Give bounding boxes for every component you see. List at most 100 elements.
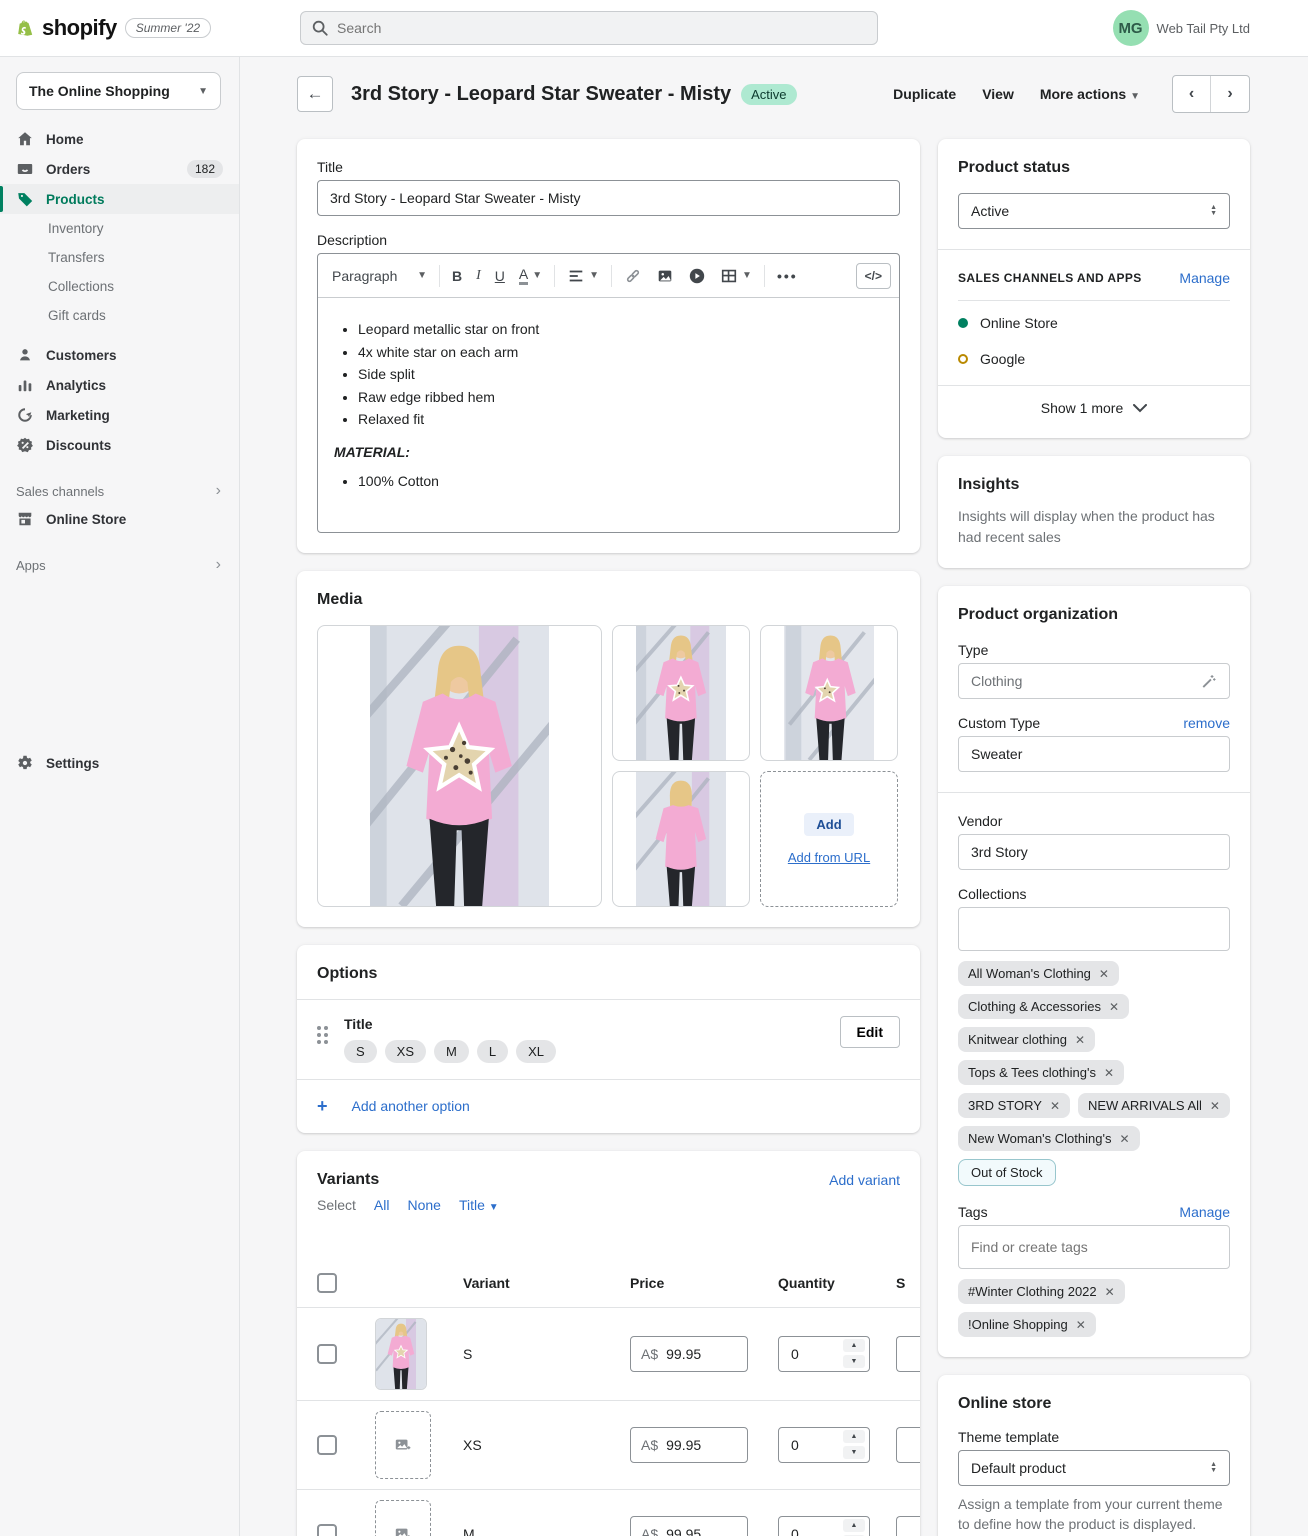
product-photo-main[interactable] (317, 624, 602, 907)
sidebar-item-collections[interactable]: Collections (48, 279, 115, 294)
select-all-checkbox[interactable] (317, 1272, 337, 1293)
insert-video-button[interactable] (688, 267, 706, 285)
more-formatting-button[interactable]: ••• (776, 267, 798, 284)
sales-channels-header[interactable]: Sales channels › (16, 482, 221, 499)
quantity-increase-button[interactable]: ▲ (843, 1519, 865, 1533)
add-variant-link[interactable]: Add variant (829, 1171, 900, 1188)
alignment-button[interactable]: ▼ (567, 267, 599, 285)
product-photo-thumb-2[interactable] (760, 624, 898, 761)
remove-chip-icon[interactable]: ✕ (1075, 1032, 1086, 1047)
variant-checkbox[interactable] (317, 1343, 337, 1364)
collections-input[interactable] (958, 907, 1230, 951)
select-all-link[interactable]: All (373, 1196, 390, 1213)
product-photo-thumb-1[interactable] (612, 624, 750, 761)
tags-input[interactable] (958, 1225, 1230, 1269)
sidebar-item-inventory[interactable]: Inventory (48, 221, 104, 236)
edit-option-button[interactable]: Edit (839, 1015, 900, 1048)
quantity-decrease-button[interactable]: ▼ (843, 1355, 865, 1369)
remove-chip-icon[interactable]: ✕ (1108, 999, 1120, 1014)
manage-tags-link[interactable]: Manage (1179, 1204, 1230, 1220)
variant-sku-input-partial[interactable] (896, 1335, 920, 1372)
next-product-button[interactable]: › (1227, 85, 1233, 102)
bold-button[interactable]: B (451, 267, 463, 284)
variant-price-input[interactable]: A$ 99.95 (630, 1515, 748, 1536)
sidebar-item-discounts[interactable]: Discounts (0, 430, 239, 460)
show-more-channels[interactable]: Show 1 more (938, 385, 1250, 418)
remove-chip-icon[interactable]: ✕ (1098, 966, 1109, 981)
theme-template-select[interactable]: Default product ▲ ▼ (958, 1450, 1230, 1486)
variant-quantity-input[interactable]: 0 ▲ ▼ (778, 1335, 870, 1372)
link-button[interactable] (624, 267, 642, 285)
insert-table-button[interactable]: ▼ (720, 267, 752, 285)
sidebar-item-marketing[interactable]: Marketing (0, 400, 239, 430)
underline-button[interactable]: U (494, 267, 505, 284)
sidebar-item-analytics[interactable]: Analytics (0, 370, 239, 400)
previous-product-button[interactable]: ‹ (1173, 76, 1211, 112)
variant-sku-input-partial[interactable] (896, 1426, 920, 1463)
description-content[interactable]: Leopard metallic star on front 4x white … (318, 298, 899, 532)
editor-toolbar: Paragraph ▼ B I U A ▼ (318, 254, 899, 298)
variant-quantity-input[interactable]: 0 ▲ ▼ (778, 1515, 870, 1536)
variant-row: S A$ 99.95 0 ▲ ▼ (297, 1308, 920, 1401)
product-photo-thumb-3[interactable] (612, 770, 750, 907)
media-add-button[interactable]: Add (804, 812, 854, 836)
variant-checkbox[interactable] (317, 1434, 337, 1455)
title-input[interactable] (317, 180, 900, 216)
sidebar-item-gift-cards[interactable]: Gift cards (48, 308, 106, 323)
quantity-decrease-button[interactable]: ▼ (843, 1446, 865, 1460)
text-color-button[interactable]: A ▼ (518, 266, 542, 285)
quantity-increase-button[interactable]: ▲ (843, 1339, 865, 1353)
store-switcher[interactable]: The Online Shopping ▼ (16, 72, 221, 110)
variant-sku-input-partial[interactable] (896, 1515, 920, 1536)
remove-chip-icon[interactable]: ✕ (1104, 1284, 1115, 1299)
select-title-dropdown[interactable]: Title ▼ (458, 1196, 499, 1213)
variant-add-image[interactable] (375, 1410, 431, 1479)
drag-handle-icon[interactable] (317, 1025, 328, 1044)
more-actions-button[interactable]: More actions ▼ (1039, 86, 1140, 102)
quantity-increase-button[interactable]: ▲ (843, 1430, 865, 1444)
remove-chip-icon[interactable]: ✕ (1119, 1131, 1130, 1146)
insert-image-button[interactable] (656, 267, 674, 285)
custom-type-input[interactable] (958, 736, 1230, 772)
sidebar-item-home[interactable]: Home (0, 124, 239, 154)
sidebar-item-online-store[interactable]: Online Store (0, 504, 239, 534)
type-input[interactable]: Clothing (958, 663, 1230, 699)
account-menu[interactable]: MG Web Tail Pty Ltd (1112, 10, 1250, 46)
theme-template-help: Assign a template from your current them… (958, 1496, 1223, 1533)
global-search[interactable] (300, 11, 878, 45)
manage-channels-link[interactable]: Manage (1179, 270, 1230, 286)
remove-custom-type-link[interactable]: remove (1183, 715, 1230, 731)
sidebar-item-transfers[interactable]: Transfers (48, 250, 105, 265)
italic-button[interactable]: I (476, 267, 481, 283)
apps-header[interactable]: Apps › (16, 556, 221, 573)
back-button[interactable]: ← (297, 76, 333, 112)
search-input[interactable] (337, 20, 838, 36)
vendor-input[interactable] (958, 834, 1230, 870)
variant-image[interactable] (375, 1317, 427, 1390)
add-from-url-link[interactable]: Add from URL (787, 849, 871, 865)
view-button[interactable]: View (982, 86, 1014, 102)
variant-quantity-input[interactable]: 0 ▲ ▼ (778, 1426, 870, 1463)
duplicate-button[interactable]: Duplicate (893, 86, 957, 102)
sidebar-item-orders[interactable]: Orders 182 (0, 154, 239, 184)
media-add-tile[interactable]: Add Add from URL (760, 770, 898, 907)
home-icon (16, 130, 34, 148)
variant-checkbox[interactable] (317, 1523, 337, 1536)
remove-chip-icon[interactable]: ✕ (1075, 1317, 1086, 1332)
select-none-link[interactable]: None (407, 1196, 441, 1213)
paragraph-style-dropdown[interactable]: Paragraph ▼ (332, 267, 427, 284)
sidebar-item-products[interactable]: Products (0, 184, 239, 214)
remove-chip-icon[interactable]: ✕ (1209, 1098, 1220, 1113)
variant-price-input[interactable]: A$ 99.95 (630, 1426, 748, 1463)
variant-add-image[interactable] (375, 1499, 431, 1536)
product-status-select[interactable]: Active ▲ ▼ (958, 193, 1230, 229)
column-price: Price (630, 1274, 665, 1291)
show-html-button[interactable]: </> (855, 262, 891, 289)
remove-chip-icon[interactable]: ✕ (1103, 1065, 1115, 1080)
remove-chip-icon[interactable]: ✕ (1049, 1098, 1060, 1113)
shopify-logo[interactable]: shopify Summer '22 (0, 15, 240, 41)
sidebar-item-settings[interactable]: Settings (0, 748, 239, 778)
variant-price-input[interactable]: A$ 99.95 (630, 1335, 748, 1372)
add-another-option[interactable]: + Add another option (297, 1078, 920, 1133)
sidebar-item-customers[interactable]: Customers (0, 340, 239, 370)
